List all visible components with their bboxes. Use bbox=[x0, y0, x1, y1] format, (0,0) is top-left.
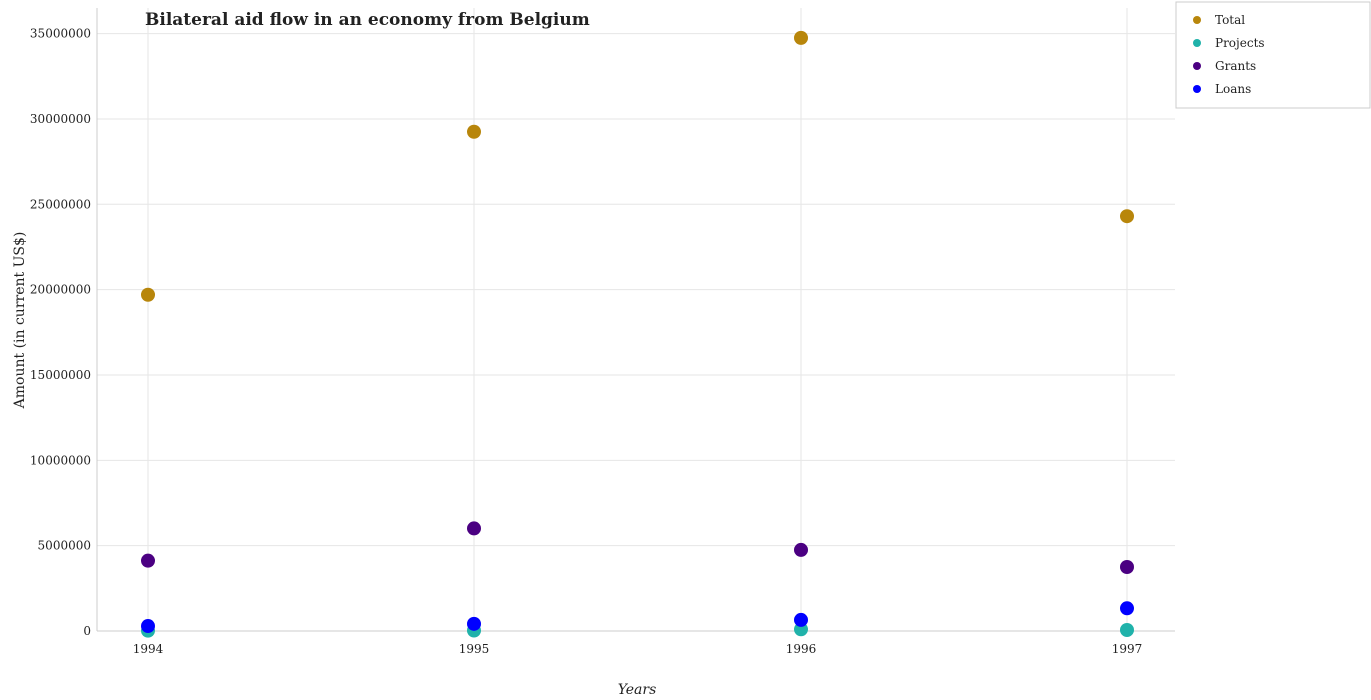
y-ticks: 0 5000000 10000000 15000000 20000000 25000000… bbox=[30, 27, 91, 638]
x-tick-label: 1997 bbox=[1112, 642, 1143, 656]
point-total bbox=[794, 30, 808, 45]
y-axis-label: Amount (in current US$) bbox=[12, 232, 28, 410]
x-tick-label: 1996 bbox=[786, 642, 817, 656]
point-total bbox=[467, 124, 481, 139]
x-tick-label: 1994 bbox=[133, 642, 164, 656]
y-tick-label: 25000000 bbox=[30, 197, 91, 211]
legend-marker-grants bbox=[1193, 62, 1201, 70]
legend: Total Projects Grants Loans bbox=[1175, 1, 1371, 109]
legend-label-projects: Projects bbox=[1215, 36, 1265, 50]
legend-label-loans: Loans bbox=[1215, 82, 1251, 96]
y-tick-label: 15000000 bbox=[30, 368, 91, 382]
x-ticks: 1994 1995 1996 1997 bbox=[133, 642, 1143, 656]
point-projects bbox=[1120, 622, 1134, 637]
point-total bbox=[1120, 209, 1134, 224]
y-tick-label: 5000000 bbox=[38, 539, 91, 553]
grid bbox=[97, 8, 1175, 632]
x-axis-label: Years bbox=[618, 682, 657, 698]
chart-title: Bilateral aid flow in an economy from Be… bbox=[145, 10, 590, 30]
point-loans bbox=[794, 612, 808, 627]
y-tick-label: 35000000 bbox=[30, 27, 91, 41]
y-tick-label: 20000000 bbox=[30, 283, 91, 297]
legend-marker-projects bbox=[1193, 39, 1201, 47]
legend-label-total: Total bbox=[1215, 13, 1245, 27]
point-grants bbox=[794, 542, 808, 557]
point-grants bbox=[1120, 559, 1134, 574]
legend-marker-loans bbox=[1193, 85, 1201, 93]
legend-label-grants: Grants bbox=[1215, 59, 1256, 73]
legend-items: Total Projects Grants Loans bbox=[1193, 13, 1265, 96]
point-total bbox=[141, 287, 155, 302]
y-tick-label: 0 bbox=[83, 624, 91, 638]
point-grants bbox=[141, 553, 155, 568]
point-loans bbox=[1120, 601, 1134, 616]
x-tick-label: 1995 bbox=[459, 642, 490, 656]
legend-box bbox=[1175, 1, 1371, 109]
point-loans bbox=[467, 616, 481, 631]
data-points bbox=[141, 30, 1134, 638]
y-tick-label: 10000000 bbox=[30, 453, 91, 467]
point-grants bbox=[467, 521, 481, 536]
point-loans bbox=[141, 619, 155, 634]
legend-marker-total bbox=[1193, 16, 1201, 24]
y-tick-label: 30000000 bbox=[30, 112, 91, 126]
